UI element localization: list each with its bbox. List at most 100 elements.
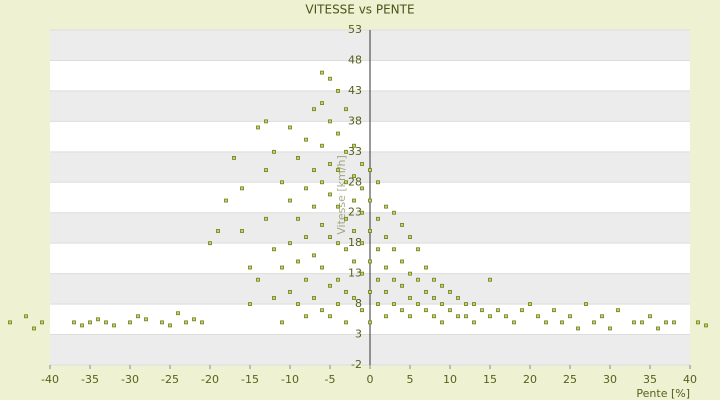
point (176, 311, 180, 316)
point (304, 186, 308, 191)
point (296, 302, 300, 306)
point (232, 156, 236, 160)
point (240, 186, 244, 191)
point (416, 277, 420, 282)
point (472, 320, 476, 325)
point (400, 259, 404, 264)
point (328, 283, 332, 288)
point (264, 168, 268, 172)
point (432, 277, 436, 282)
point (456, 314, 460, 319)
point (376, 216, 380, 221)
y-tick-label: 23 (348, 206, 362, 219)
point (328, 162, 332, 166)
point (352, 296, 356, 300)
x-tick-label: 20 (523, 373, 537, 386)
point (392, 210, 396, 215)
point (400, 308, 404, 313)
point (576, 326, 580, 331)
point (344, 290, 348, 294)
x-tick-label: -40 (41, 373, 59, 386)
point (272, 247, 276, 252)
point (488, 277, 492, 282)
point (552, 308, 556, 313)
point (352, 198, 356, 203)
point (424, 265, 428, 270)
y-tick-label: 3 (355, 328, 362, 341)
point (696, 320, 700, 325)
y-tick-label: 38 (348, 114, 362, 127)
point (312, 168, 316, 172)
point (464, 314, 468, 319)
point (400, 223, 404, 227)
point (256, 277, 260, 282)
point (40, 320, 44, 325)
x-tick-label: 25 (563, 373, 577, 386)
point (288, 241, 292, 246)
point (296, 156, 300, 160)
point (288, 290, 292, 294)
point (328, 235, 332, 239)
point (424, 290, 428, 294)
point (432, 314, 436, 319)
point (392, 302, 396, 306)
point (528, 302, 532, 306)
point (368, 320, 372, 325)
point (320, 143, 324, 148)
point (392, 247, 396, 252)
point (336, 168, 340, 172)
point (112, 323, 116, 328)
point (336, 89, 340, 93)
point (544, 320, 548, 325)
point (304, 235, 308, 239)
point (408, 296, 412, 300)
point (704, 323, 708, 328)
x-tick-label: 0 (367, 373, 374, 386)
point (88, 320, 92, 325)
x-tick-label: 10 (443, 373, 457, 386)
y-tick-label: -2 (351, 358, 362, 371)
point (320, 308, 324, 313)
point (144, 317, 148, 322)
point (408, 235, 412, 239)
point (272, 296, 276, 300)
point (80, 323, 84, 328)
point (296, 259, 300, 264)
point (256, 125, 260, 130)
point (336, 302, 340, 306)
point (520, 308, 524, 313)
point (312, 204, 316, 209)
y-tick-label: 18 (348, 236, 362, 249)
point (600, 314, 604, 319)
point (568, 314, 572, 319)
point (344, 320, 348, 325)
point (616, 308, 620, 313)
point (584, 302, 588, 306)
point (352, 229, 356, 233)
x-tick-label: -10 (281, 373, 299, 386)
point (440, 320, 444, 325)
point (352, 143, 356, 148)
point (328, 119, 332, 124)
point (464, 302, 468, 306)
point (376, 277, 380, 282)
point (424, 308, 428, 313)
point (280, 320, 284, 325)
point (312, 107, 316, 112)
point (344, 107, 348, 112)
point (488, 314, 492, 319)
point (360, 308, 364, 313)
point (216, 229, 220, 233)
point (344, 180, 348, 185)
point (664, 320, 668, 325)
point (368, 259, 372, 264)
point (312, 253, 316, 258)
point (608, 326, 612, 331)
x-tick-label: -30 (121, 373, 139, 386)
point (384, 204, 388, 209)
point (280, 180, 284, 185)
point (328, 76, 332, 81)
x-tick-label: -5 (325, 373, 336, 386)
point (392, 277, 396, 282)
